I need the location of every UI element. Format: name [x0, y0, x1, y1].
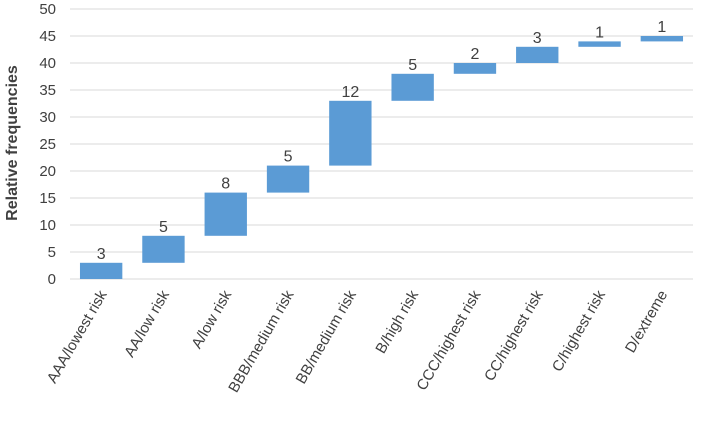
y-tick-label: 35 [39, 82, 56, 99]
data-label: 5 [159, 219, 168, 236]
bar [79, 262, 123, 279]
bar [578, 41, 621, 47]
y-axis-title: Relative frequencies [4, 65, 21, 221]
bar [453, 63, 497, 74]
x-category-label: B/high risk [372, 287, 422, 357]
bar [516, 46, 559, 63]
y-tick-label: 5 [48, 244, 56, 261]
x-category-label: AAA/lowest risk [44, 287, 111, 386]
bar [142, 235, 185, 263]
data-label: 1 [657, 19, 666, 36]
bar [391, 73, 434, 101]
y-tick-label: 25 [39, 136, 56, 153]
x-category-label: AA/low risk [121, 287, 173, 360]
data-label: 12 [341, 84, 359, 101]
y-tick-label: 0 [48, 271, 56, 288]
x-category-label: CC/highest risk [481, 287, 547, 384]
y-tick-label: 40 [39, 55, 56, 72]
bars [79, 36, 684, 279]
bar [329, 100, 372, 166]
data-label: 5 [408, 57, 417, 74]
x-category-label: BB/medium risk [293, 287, 360, 387]
data-label: 3 [97, 246, 106, 263]
y-tick-label: 10 [39, 217, 56, 234]
data-label: 3 [533, 30, 542, 47]
x-category-label: C/highest risk [549, 287, 609, 375]
data-label: 1 [595, 24, 604, 41]
data-labels: 3 5 8 5 12 5 2 3 1 1 [97, 19, 667, 263]
y-tick-label: 20 [39, 163, 56, 180]
x-category-label: CCC/highest risk [413, 287, 484, 393]
bar [640, 36, 684, 42]
y-tick-label: 50 [39, 1, 56, 18]
data-label: 8 [221, 176, 230, 193]
y-tick-label: 30 [39, 109, 56, 126]
data-label: 2 [470, 46, 479, 63]
x-category-label: D/extreme [622, 288, 671, 356]
bar [266, 165, 310, 193]
y-axis-ticks: 0 5 10 15 20 25 30 35 40 45 50 [39, 1, 56, 288]
data-label: 5 [284, 149, 293, 166]
x-category-label: BBB/medium risk [225, 287, 297, 396]
x-category-label: A/low risk [188, 287, 235, 352]
bar [204, 192, 247, 236]
y-tick-label: 45 [39, 28, 56, 45]
x-axis-categories: AAA/lowest risk AA/low risk A/low riskBBB/… [44, 287, 672, 396]
y-tick-label: 15 [39, 190, 56, 207]
